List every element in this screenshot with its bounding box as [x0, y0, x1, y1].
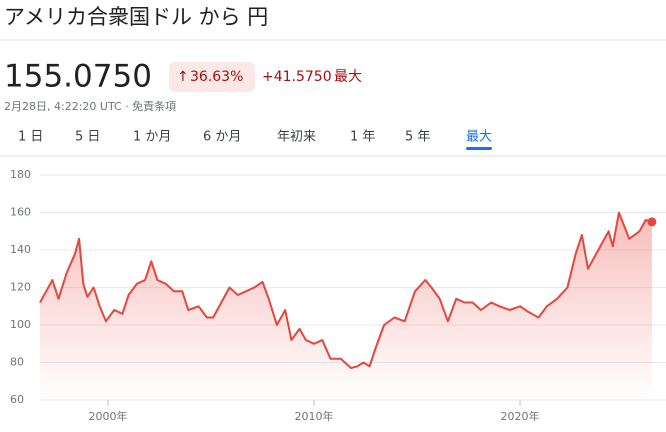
- y-tick-label: 120: [10, 281, 31, 294]
- x-tick-label: 2020年: [501, 409, 540, 423]
- tab[interactable]: 5 日: [75, 130, 100, 145]
- title: アメリカ合衆国ドル から 円: [4, 5, 268, 29]
- change-percent: 36.63%: [190, 69, 243, 85]
- change-badge: [169, 62, 255, 92]
- tab[interactable]: 5 年: [405, 130, 430, 145]
- tab[interactable]: 1 年: [350, 130, 375, 145]
- tab-underline: [466, 147, 493, 150]
- y-tick-label: 100: [10, 318, 31, 331]
- tab[interactable]: 1 日: [18, 130, 43, 145]
- tabs: 1 日 5 日 1 か月 6 か月 年初来 1 年 5 年 最大: [18, 130, 493, 150]
- x-tick-label: 2010年: [295, 409, 334, 423]
- y-tick-label: 80: [10, 356, 24, 369]
- arrow-icon: ↑: [177, 69, 189, 85]
- timestamp[interactable]: 2月28日, 4:22:20 UTC · 免責条項: [4, 99, 176, 113]
- tab[interactable]: 6 か月: [203, 130, 241, 145]
- y-tick-label: 60: [10, 393, 24, 406]
- line: [39, 211, 653, 370]
- change-abs: +41.5750: [262, 69, 332, 85]
- tab[interactable]: 年初来: [277, 130, 316, 145]
- y-tick-label: 140: [10, 243, 31, 256]
- y-tick-label: 160: [10, 206, 31, 219]
- plot: 60 80 100 120 140 160 180 2000年 2010年 2020年: [10, 168, 666, 423]
- price: 155.0750: [4, 59, 152, 95]
- tab[interactable]: 1 か月: [133, 130, 171, 145]
- tab[interactable]: 最大: [466, 130, 492, 145]
- y-tick-label: 180: [10, 168, 31, 181]
- area: [40, 212, 652, 400]
- x-tick-label: 2000年: [88, 409, 127, 423]
- period: 最大: [334, 69, 362, 85]
- end-dot: [647, 217, 657, 227]
